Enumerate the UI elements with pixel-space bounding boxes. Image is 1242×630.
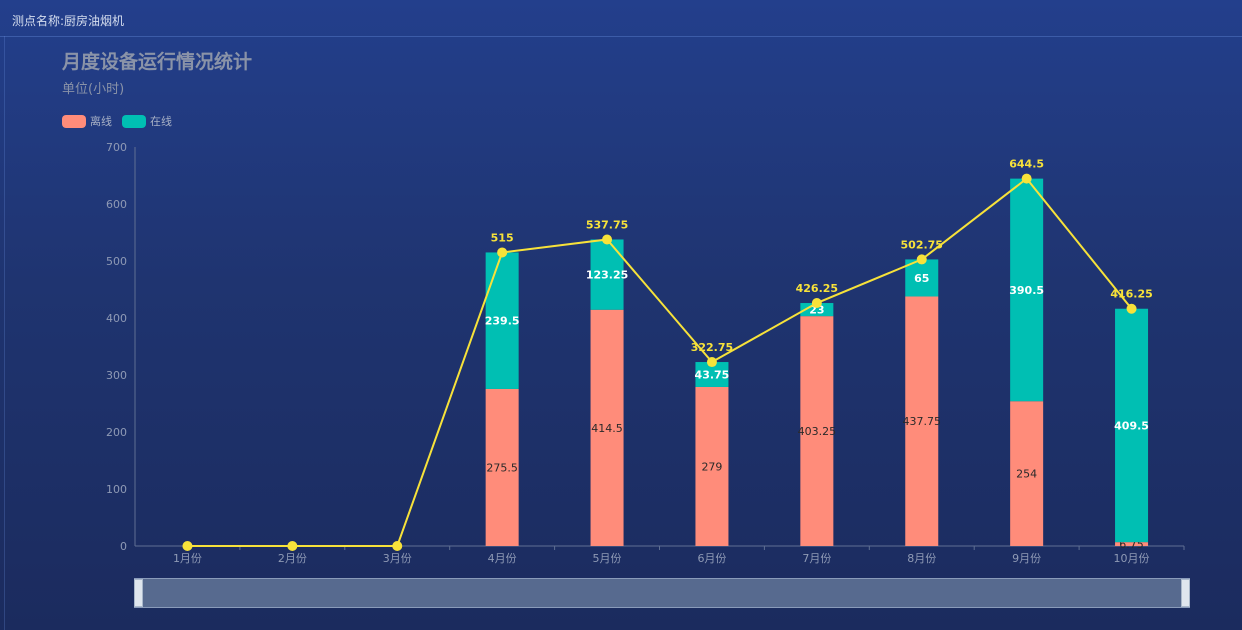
- bar-offline: [485, 388, 519, 546]
- y-tick-label: 200: [106, 426, 127, 439]
- x-tick-label: 4月份: [488, 552, 517, 565]
- data-zoom-handle-end[interactable]: [1181, 579, 1190, 607]
- data-zoom-handle-start[interactable]: [134, 579, 143, 607]
- point-name-label: 测点名称:厨房油烟机: [12, 14, 125, 28]
- line-point-label: 426.25: [796, 282, 838, 295]
- x-tick-label: 7月份: [802, 552, 831, 565]
- line-point-label: 416.25: [1110, 288, 1152, 301]
- x-tick-label: 8月份: [907, 552, 936, 565]
- panel-border: [4, 36, 5, 630]
- x-tick-label: 1月份: [173, 552, 202, 565]
- bar-label-online: 65: [914, 272, 929, 285]
- line-point: [392, 541, 403, 551]
- bar-online: [905, 259, 939, 297]
- line-point-label: 515: [491, 231, 514, 244]
- y-tick-label: 700: [106, 141, 127, 154]
- legend-label-offline: 离线: [90, 115, 112, 128]
- y-tick-label: 400: [106, 312, 127, 325]
- bar-offline: [1010, 401, 1044, 546]
- bar-offline: [590, 309, 624, 546]
- bar-label-offline: 254: [1016, 468, 1037, 481]
- legend-label-online: 在线: [150, 115, 172, 128]
- legend-swatch-online: [122, 114, 146, 128]
- line-point: [602, 234, 613, 245]
- y-tick-label: 600: [106, 198, 127, 211]
- y-tick-label: 100: [106, 483, 127, 496]
- line-point: [916, 254, 927, 265]
- line-point-label: 322.75: [691, 341, 733, 354]
- x-tick-label: 5月份: [593, 552, 622, 565]
- header-bar: 测点名称:厨房油烟机: [0, 0, 1242, 37]
- data-zoom-slider[interactable]: [134, 578, 1190, 608]
- line-point: [497, 247, 508, 258]
- bar-label-online: 390.5: [1009, 284, 1044, 297]
- bar-label-offline: 403.25: [798, 425, 837, 438]
- chart-legend: 离线 在线: [62, 114, 182, 128]
- line-point-label: 644.5: [1009, 158, 1044, 171]
- x-tick-label: 9月份: [1012, 552, 1041, 565]
- x-tick-label: 10月份: [1114, 552, 1150, 565]
- legend-item-offline[interactable]: 离线: [62, 113, 112, 129]
- line-point: [811, 298, 822, 309]
- bar-offline: [905, 296, 939, 546]
- bar-label-offline: 279: [701, 460, 722, 473]
- line-point: [706, 357, 717, 368]
- line-point: [1126, 303, 1137, 314]
- bar-label-offline: 437.75: [903, 415, 942, 428]
- bar-label-online: 409.5: [1114, 419, 1149, 432]
- y-tick-label: 0: [120, 540, 127, 553]
- bar-online: [800, 303, 834, 317]
- bar-label-offline: 414.5: [591, 422, 623, 435]
- line-point: [1021, 173, 1032, 184]
- line-point: [182, 541, 193, 551]
- chart-title: 月度设备运行情况统计: [62, 51, 253, 73]
- x-tick-label: 6月份: [697, 552, 726, 565]
- y-tick-label: 500: [106, 255, 127, 268]
- y-tick-label: 300: [106, 369, 127, 382]
- bar-label-online: 239.5: [485, 315, 520, 328]
- bar-offline: [695, 386, 729, 546]
- bar-label-online: 123.25: [586, 269, 628, 282]
- line-point-label: 537.75: [586, 218, 628, 231]
- line-point-label: 502.75: [901, 238, 943, 251]
- legend-swatch-offline: [62, 114, 86, 128]
- x-tick-label: 2月份: [278, 552, 307, 565]
- bar-offline: [1115, 542, 1149, 546]
- bar-online: [485, 252, 519, 389]
- legend-item-online[interactable]: 在线: [122, 113, 172, 129]
- bar-label-online: 23: [809, 304, 824, 317]
- bar-online: [1010, 178, 1044, 402]
- bar-label-online: 43.75: [695, 369, 730, 382]
- x-tick-label: 3月份: [383, 552, 412, 565]
- line-point: [287, 541, 298, 551]
- bar-online: [1115, 308, 1149, 543]
- total-line: [187, 177, 1133, 547]
- chart-subtitle: 单位(小时): [62, 82, 125, 97]
- bar-label-offline: 275.5: [486, 461, 518, 474]
- bar-offline: [800, 316, 834, 546]
